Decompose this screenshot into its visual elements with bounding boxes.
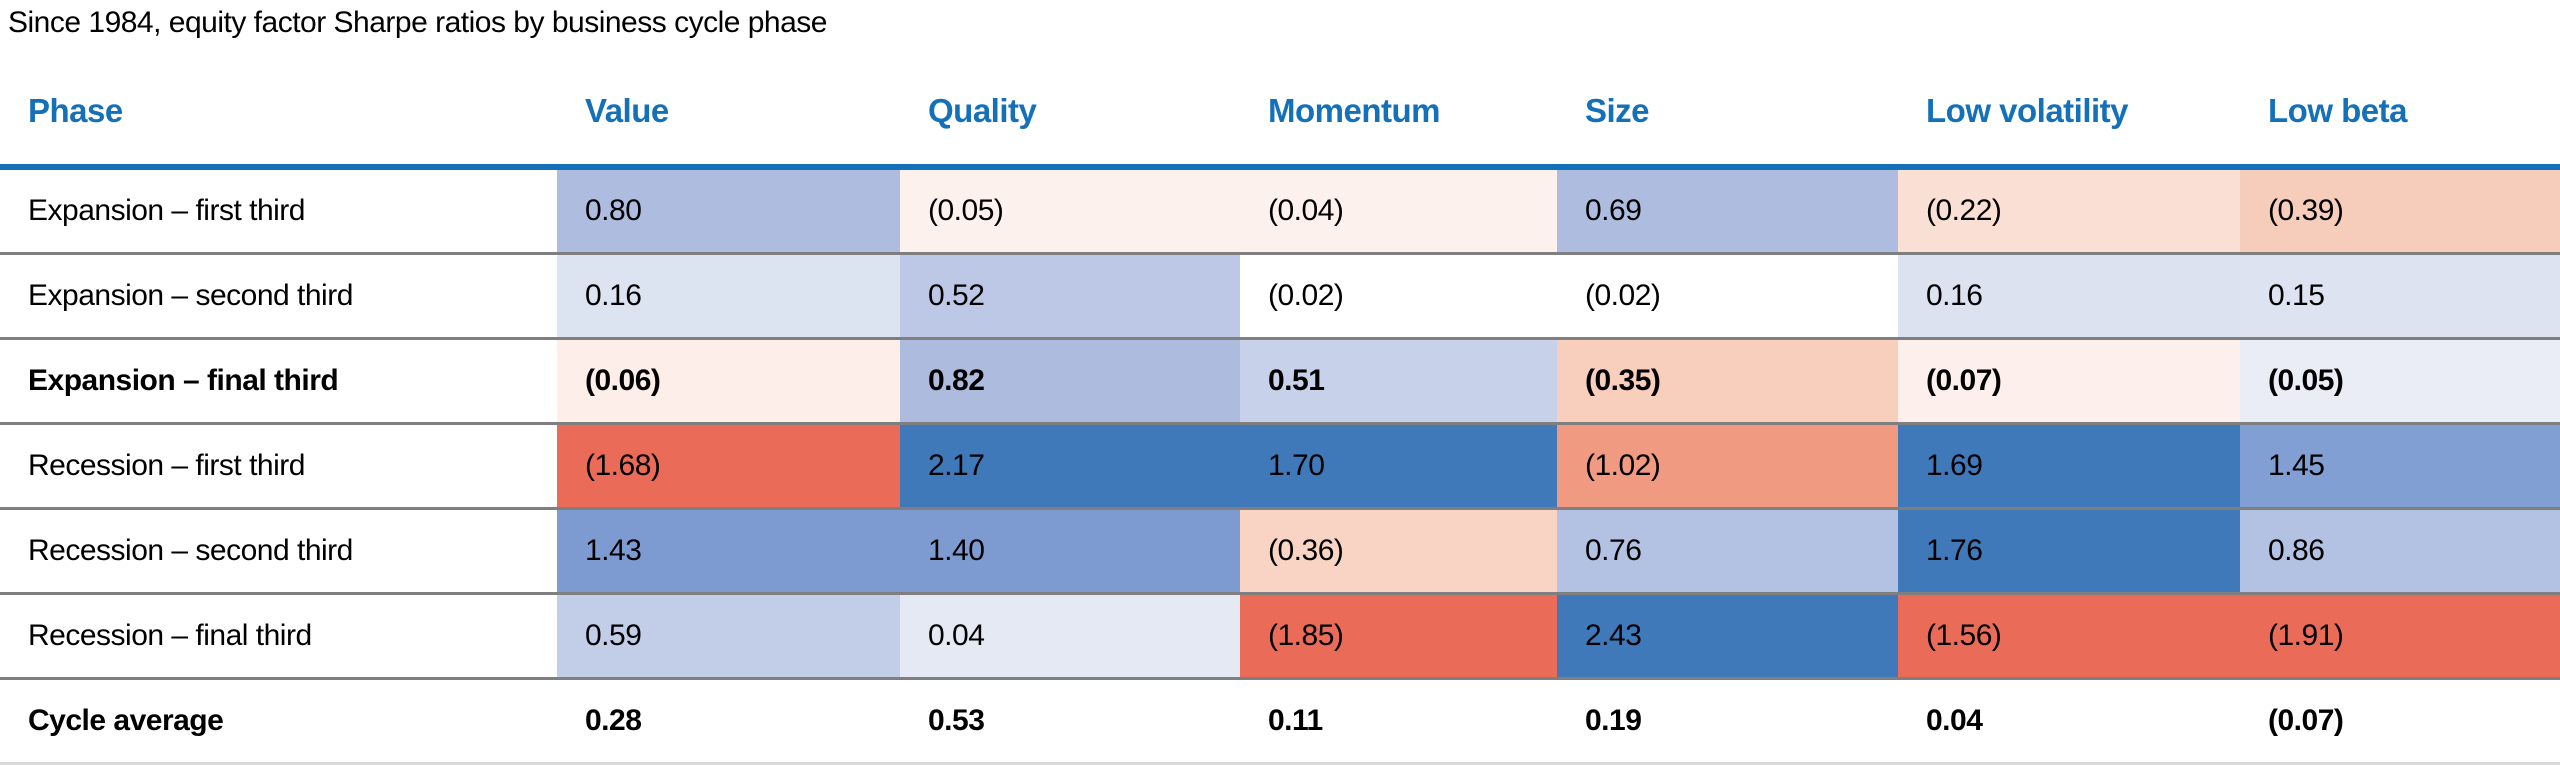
phase-label: Recession – final third <box>0 593 557 680</box>
value-cell: 1.70 <box>1240 423 1557 510</box>
value-cell: 2.43 <box>1557 593 1898 680</box>
value-cell: 0.16 <box>1898 253 2240 340</box>
column-header-quality: Quality <box>900 48 1240 170</box>
column-header-value: Value <box>557 48 900 170</box>
value-cell: 0.69 <box>1557 167 1898 255</box>
value-cell: 0.53 <box>900 678 1240 765</box>
value-cell: (1.56) <box>1898 593 2240 680</box>
table-body: Expansion – first third 0.80 (0.05) (0.04) 0… <box>0 167 2560 765</box>
value-cell: 0.86 <box>2240 508 2560 595</box>
table-row: Expansion – second third 0.16 0.52 (0.02) (0… <box>0 253 2560 340</box>
value-cell: (1.68) <box>557 423 900 510</box>
column-header-low-beta: Low beta <box>2240 48 2560 170</box>
value-cell: 0.80 <box>557 167 900 255</box>
value-cell: 1.69 <box>1898 423 2240 510</box>
value-cell: (0.39) <box>2240 167 2560 255</box>
value-cell: (0.05) <box>900 167 1240 255</box>
value-cell: 0.52 <box>900 253 1240 340</box>
value-cell: (1.91) <box>2240 593 2560 680</box>
column-header-momentum: Momentum <box>1240 48 1557 170</box>
value-cell: (0.22) <box>1898 167 2240 255</box>
value-cell: 0.59 <box>557 593 900 680</box>
table-row: Expansion – final third (0.06) 0.82 0.51 (0.… <box>0 338 2560 425</box>
value-cell: 1.43 <box>557 508 900 595</box>
value-cell: (0.07) <box>1898 338 2240 425</box>
sharpe-ratio-table: Phase Value Quality Momentum Size Low vo… <box>0 48 2560 765</box>
value-cell: 0.76 <box>1557 508 1898 595</box>
value-cell: 0.51 <box>1240 338 1557 425</box>
page-title: Since 1984, equity factor Sharpe ratios … <box>8 6 828 39</box>
value-cell: 0.15 <box>2240 253 2560 340</box>
header-row: Phase Value Quality Momentum Size Low vo… <box>0 48 2560 170</box>
value-cell: 0.04 <box>900 593 1240 680</box>
value-cell: 2.17 <box>900 423 1240 510</box>
table-row: Recession – second third 1.43 1.40 (0.36) 0.… <box>0 508 2560 595</box>
value-cell: (0.02) <box>1240 253 1557 340</box>
table-row: Recession – first third (1.68) 2.17 1.70 (1.… <box>0 423 2560 510</box>
value-cell: 0.28 <box>557 678 900 765</box>
value-cell: (0.06) <box>557 338 900 425</box>
phase-label: Cycle average <box>0 678 557 765</box>
value-cell: 0.16 <box>557 253 900 340</box>
value-cell: 1.76 <box>1898 508 2240 595</box>
phase-label: Recession – first third <box>0 423 557 510</box>
value-cell: 0.19 <box>1557 678 1898 765</box>
value-cell: (0.35) <box>1557 338 1898 425</box>
phase-label: Expansion – first third <box>0 167 557 255</box>
value-cell: (0.04) <box>1240 167 1557 255</box>
phase-label: Expansion – final third <box>0 338 557 425</box>
phase-label: Recession – second third <box>0 508 557 595</box>
value-cell: 1.45 <box>2240 423 2560 510</box>
value-cell: 0.11 <box>1240 678 1557 765</box>
table-row: Recession – final third 0.59 0.04 (1.85) 2.4… <box>0 593 2560 680</box>
column-header-phase: Phase <box>0 48 557 170</box>
value-cell: (0.36) <box>1240 508 1557 595</box>
value-cell: 0.82 <box>900 338 1240 425</box>
value-cell: (1.02) <box>1557 423 1898 510</box>
value-cell: (0.02) <box>1557 253 1898 340</box>
table-row: Cycle average 0.28 0.53 0.11 0.19 0.04 (0.07) <box>0 678 2560 765</box>
value-cell: (0.07) <box>2240 678 2560 765</box>
column-header-low-volatility: Low volatility <box>1898 48 2240 170</box>
table-row: Expansion – first third 0.80 (0.05) (0.04) 0… <box>0 167 2560 255</box>
value-cell: (0.05) <box>2240 338 2560 425</box>
phase-label: Expansion – second third <box>0 253 557 340</box>
value-cell: (1.85) <box>1240 593 1557 680</box>
value-cell: 0.04 <box>1898 678 2240 765</box>
value-cell: 1.40 <box>900 508 1240 595</box>
column-header-size: Size <box>1557 48 1898 170</box>
